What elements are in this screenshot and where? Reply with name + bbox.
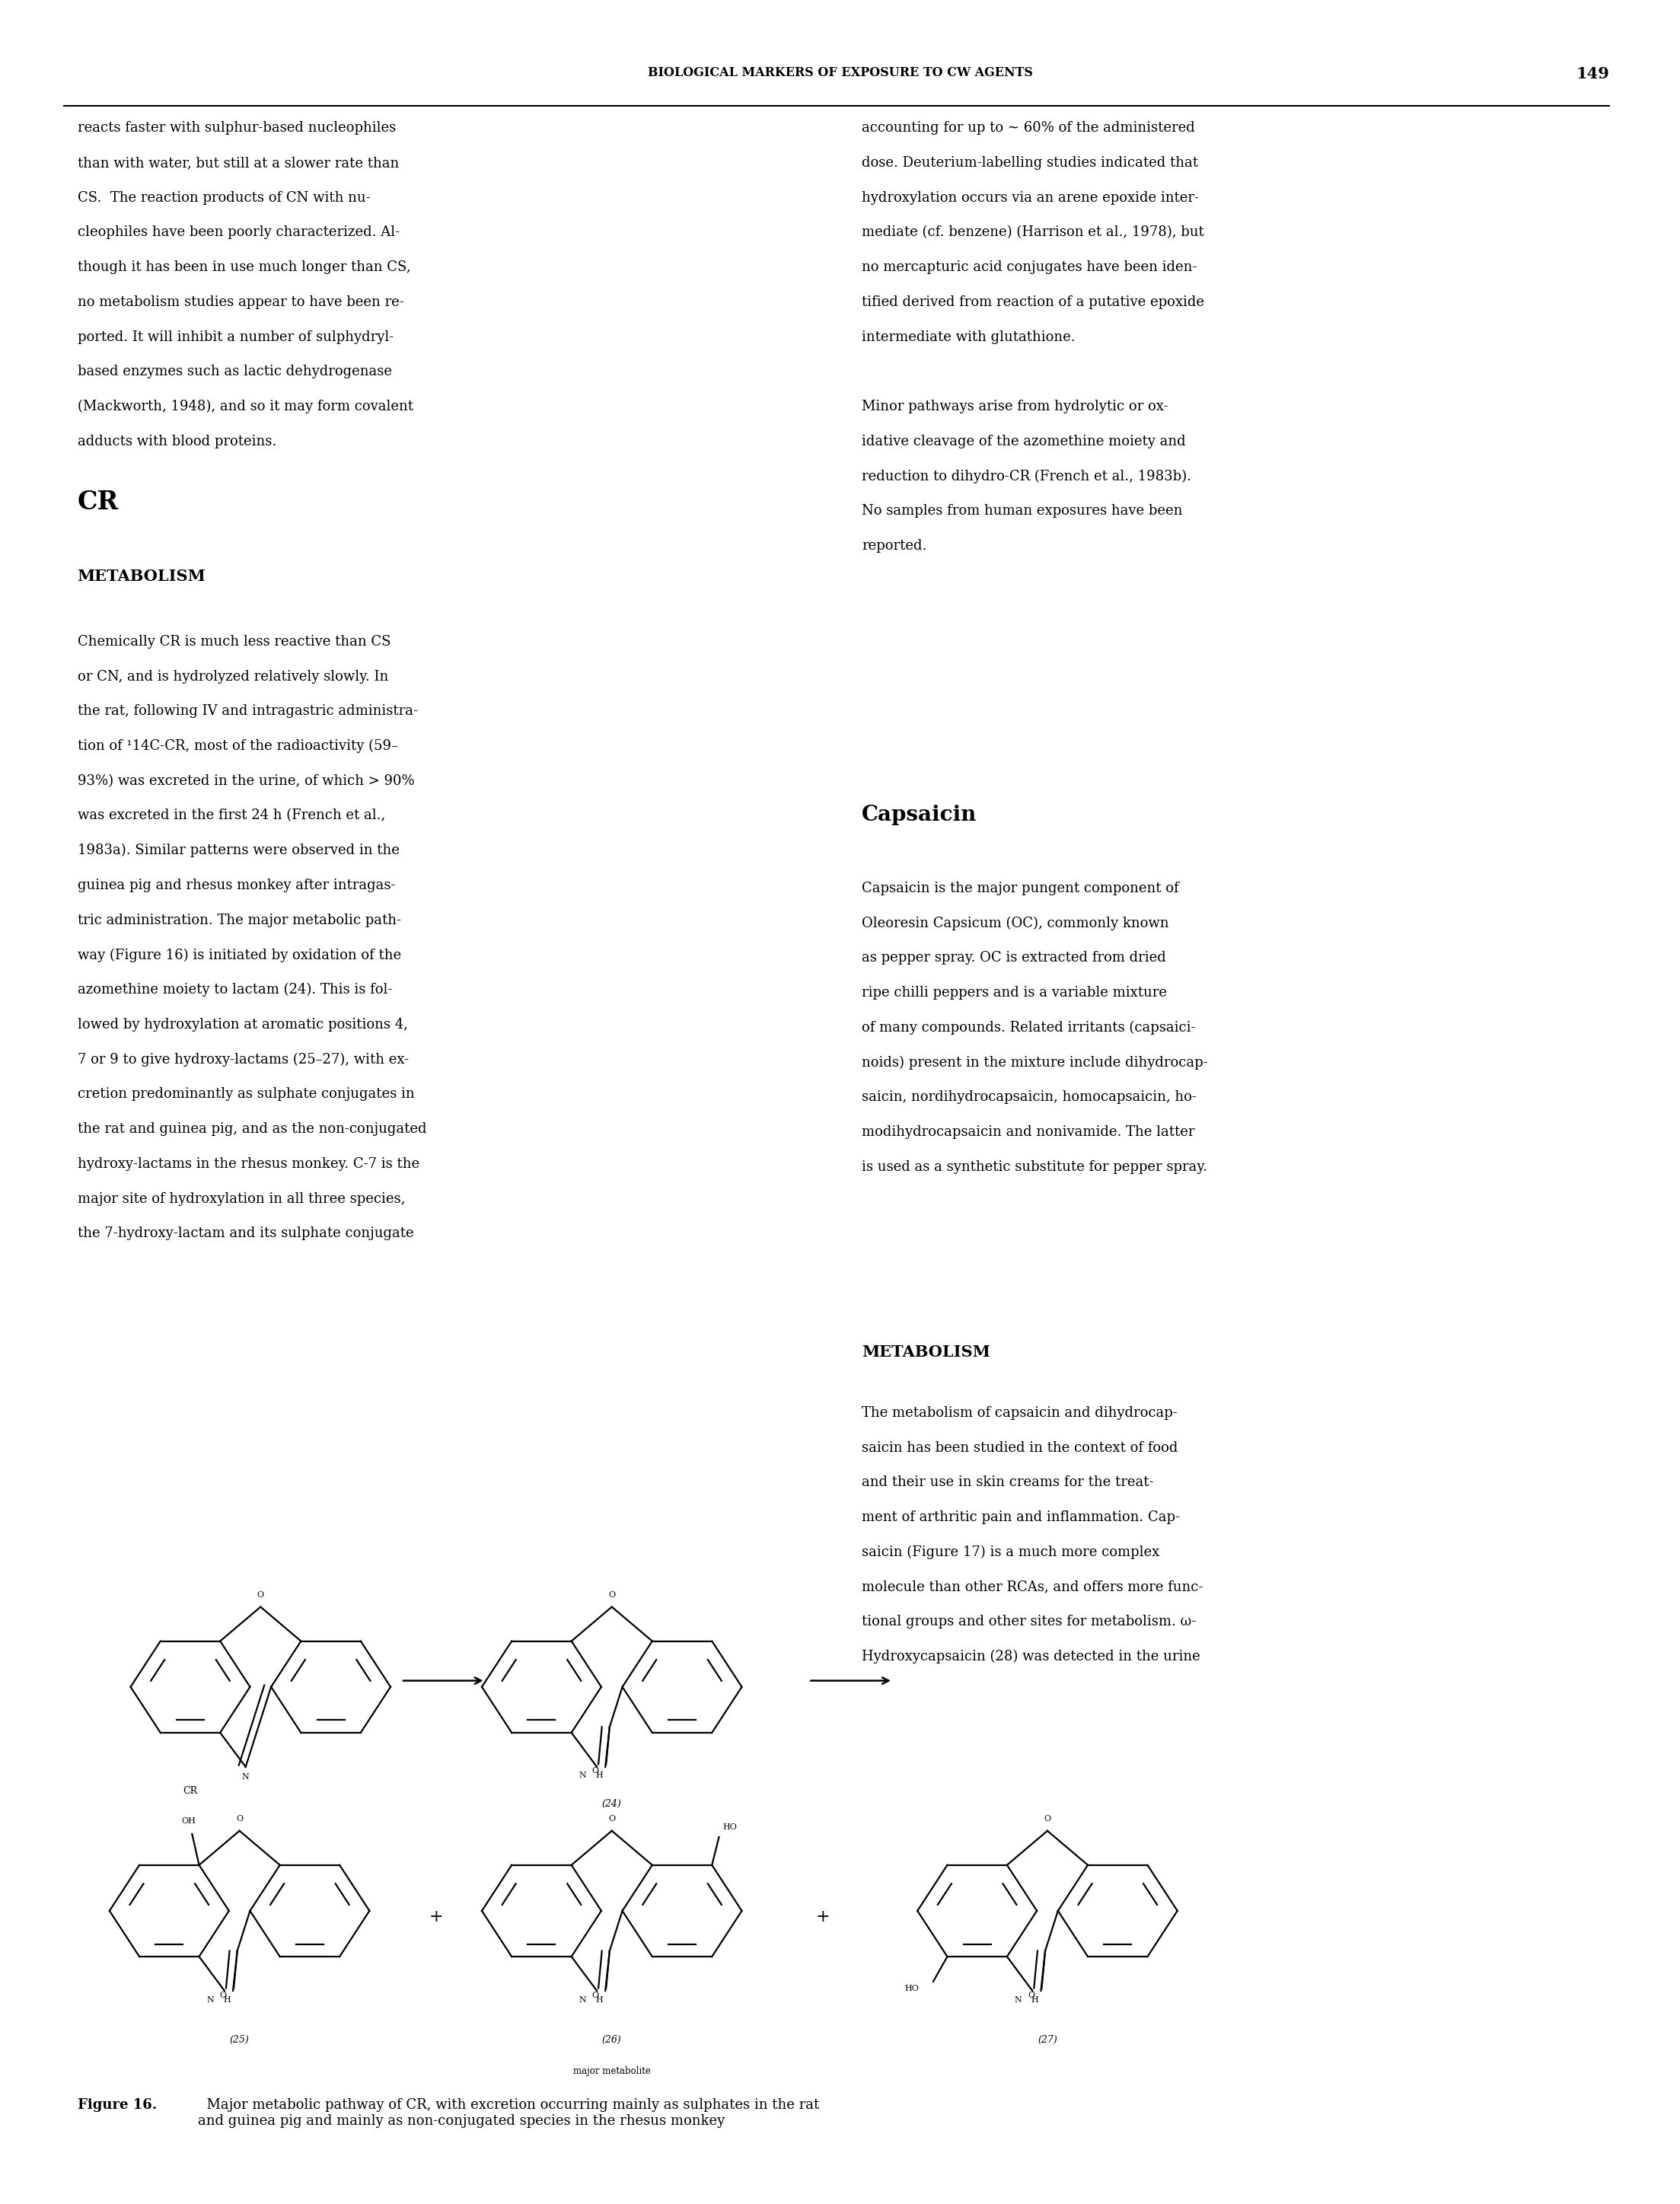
Text: guinea pig and rhesus monkey after intragas-: guinea pig and rhesus monkey after intra… xyxy=(77,879,395,893)
Text: dose. Deuterium-labelling studies indicated that: dose. Deuterium-labelling studies indica… xyxy=(862,156,1198,170)
Text: tric administration. The major metabolic path-: tric administration. The major metabolic… xyxy=(77,912,402,928)
Text: O: O xyxy=(1043,1816,1052,1823)
Text: 7 or 9 to give hydroxy-lactams (25–27), with ex-: 7 or 9 to give hydroxy-lactams (25–27), … xyxy=(77,1054,408,1067)
Text: saicin, nordihydrocapsaicin, homocapsaicin, ho-: saicin, nordihydrocapsaicin, homocapsaic… xyxy=(862,1091,1196,1104)
Text: METABOLISM: METABOLISM xyxy=(77,569,205,584)
Text: the rat, following IV and intragastric administra-: the rat, following IV and intragastric a… xyxy=(77,705,418,719)
Text: 1983a). Similar patterns were observed in the: 1983a). Similar patterns were observed i… xyxy=(77,844,400,857)
Text: adducts with blood proteins.: adducts with blood proteins. xyxy=(77,434,276,447)
Text: N: N xyxy=(1015,1997,1021,2003)
Text: O: O xyxy=(608,1816,615,1823)
Text: tion of ¹14C-CR, most of the radioactivity (59–: tion of ¹14C-CR, most of the radioactivi… xyxy=(77,738,398,754)
Text: molecule than other RCAs, and offers more func-: molecule than other RCAs, and offers mor… xyxy=(862,1580,1203,1593)
Text: no mercapturic acid conjugates have been iden-: no mercapturic acid conjugates have been… xyxy=(862,260,1198,273)
Text: is used as a synthetic substitute for pepper spray.: is used as a synthetic substitute for pe… xyxy=(862,1159,1208,1175)
Text: O: O xyxy=(608,1591,615,1598)
Text: Chemically CR is much less reactive than CS: Chemically CR is much less reactive than… xyxy=(77,635,390,648)
Text: CS.  The reaction products of CN with nu-: CS. The reaction products of CN with nu- xyxy=(77,192,370,205)
Text: modihydrocapsaicin and nonivamide. The latter: modihydrocapsaicin and nonivamide. The l… xyxy=(862,1126,1194,1139)
Text: though it has been in use much longer than CS,: though it has been in use much longer th… xyxy=(77,260,410,273)
Text: O: O xyxy=(1028,1990,1035,1999)
Text: or CN, and is hydrolyzed relatively slowly. In: or CN, and is hydrolyzed relatively slow… xyxy=(77,670,388,683)
Text: ported. It will inhibit a number of sulphydryl-: ported. It will inhibit a number of sulp… xyxy=(77,331,393,344)
Text: O: O xyxy=(591,1990,600,1999)
Text: cretion predominantly as sulphate conjugates in: cretion predominantly as sulphate conjug… xyxy=(77,1087,415,1102)
Text: intermediate with glutathione.: intermediate with glutathione. xyxy=(862,331,1075,344)
Text: noids) present in the mixture include dihydrocap-: noids) present in the mixture include di… xyxy=(862,1056,1208,1069)
Text: accounting for up to ∼ 60% of the administered: accounting for up to ∼ 60% of the admini… xyxy=(862,121,1194,134)
Text: Capsaicin is the major pungent component of: Capsaicin is the major pungent component… xyxy=(862,882,1179,895)
Text: Figure 16.: Figure 16. xyxy=(77,2098,156,2111)
Text: Capsaicin: Capsaicin xyxy=(862,804,978,824)
Text: 149: 149 xyxy=(1576,66,1609,82)
Text: saicin has been studied in the context of food: saicin has been studied in the context o… xyxy=(862,1441,1178,1455)
Text: saicin (Figure 17) is a much more complex: saicin (Figure 17) is a much more comple… xyxy=(862,1545,1159,1560)
Text: idative cleavage of the azomethine moiety and: idative cleavage of the azomethine moiet… xyxy=(862,434,1186,447)
Text: N: N xyxy=(242,1772,249,1781)
Text: reported.: reported. xyxy=(862,540,927,553)
Text: way (Figure 16) is initiated by oxidation of the: way (Figure 16) is initiated by oxidatio… xyxy=(77,948,402,963)
Text: (26): (26) xyxy=(601,2034,622,2045)
Text: The metabolism of capsaicin and dihydrocap-: The metabolism of capsaicin and dihydroc… xyxy=(862,1406,1178,1419)
Text: N: N xyxy=(580,1772,586,1779)
Text: tional groups and other sites for metabolism. ω-: tional groups and other sites for metabo… xyxy=(862,1616,1196,1629)
Text: O: O xyxy=(591,1768,600,1774)
Text: as pepper spray. OC is extracted from dried: as pepper spray. OC is extracted from dr… xyxy=(862,952,1166,965)
Text: major site of hydroxylation in all three species,: major site of hydroxylation in all three… xyxy=(77,1192,405,1206)
Text: (24): (24) xyxy=(601,1798,622,1809)
Text: lowed by hydroxylation at aromatic positions 4,: lowed by hydroxylation at aromatic posit… xyxy=(77,1018,408,1031)
Text: (Mackworth, 1948), and so it may form covalent: (Mackworth, 1948), and so it may form co… xyxy=(77,399,413,414)
Text: Oleoresin Capsicum (OC), commonly known: Oleoresin Capsicum (OC), commonly known xyxy=(862,917,1169,930)
Text: the rat and guinea pig, and as the non-conjugated: the rat and guinea pig, and as the non-c… xyxy=(77,1122,427,1135)
Text: N: N xyxy=(207,1997,213,2003)
Text: Hydroxycapsaicin (28) was detected in the urine: Hydroxycapsaicin (28) was detected in th… xyxy=(862,1651,1201,1664)
Text: of many compounds. Related irritants (capsaici-: of many compounds. Related irritants (ca… xyxy=(862,1020,1196,1036)
Text: cleophiles have been poorly characterized. Al-: cleophiles have been poorly characterize… xyxy=(77,225,400,240)
Text: ment of arthritic pain and inflammation. Cap-: ment of arthritic pain and inflammation.… xyxy=(862,1510,1179,1525)
Text: O: O xyxy=(220,1990,227,1999)
Text: mediate (cf. benzene) (Harrison et al., 1978), but: mediate (cf. benzene) (Harrison et al., … xyxy=(862,225,1205,240)
Text: was excreted in the first 24 h (French et al.,: was excreted in the first 24 h (French e… xyxy=(77,809,385,822)
Text: than with water, but still at a slower rate than: than with water, but still at a slower r… xyxy=(77,156,398,170)
Text: tified derived from reaction of a putative epoxide: tified derived from reaction of a putati… xyxy=(862,295,1205,309)
Text: O: O xyxy=(235,1816,244,1823)
Text: based enzymes such as lactic dehydrogenase: based enzymes such as lactic dehydrogena… xyxy=(77,366,391,379)
Text: No samples from human exposures have been: No samples from human exposures have bee… xyxy=(862,505,1183,518)
Text: and their use in skin creams for the treat-: and their use in skin creams for the tre… xyxy=(862,1477,1154,1490)
Text: OH: OH xyxy=(181,1816,197,1825)
Text: +: + xyxy=(815,1909,830,1926)
Text: 93%) was excreted in the urine, of which > 90%: 93%) was excreted in the urine, of which… xyxy=(77,774,415,787)
Text: hydroxylation occurs via an arene epoxide inter-: hydroxylation occurs via an arene epoxid… xyxy=(862,192,1200,205)
Text: HO: HO xyxy=(906,1984,919,1992)
Text: H: H xyxy=(1032,1997,1038,2003)
Text: the 7-hydroxy-lactam and its sulphate conjugate: the 7-hydroxy-lactam and its sulphate co… xyxy=(77,1228,413,1241)
Text: +: + xyxy=(428,1909,444,1926)
Text: N: N xyxy=(580,1997,586,2003)
Text: METABOLISM: METABOLISM xyxy=(862,1344,990,1360)
Text: azomethine moiety to lactam (24). This is fol-: azomethine moiety to lactam (24). This i… xyxy=(77,983,391,996)
Text: ripe chilli peppers and is a variable mixture: ripe chilli peppers and is a variable mi… xyxy=(862,985,1168,1001)
Text: H: H xyxy=(595,1997,603,2003)
Text: major metabolite: major metabolite xyxy=(573,2067,650,2076)
Text: reacts faster with sulphur-based nucleophiles: reacts faster with sulphur-based nucleop… xyxy=(77,121,396,134)
Text: (27): (27) xyxy=(1038,2034,1057,2045)
Text: hydroxy-lactams in the rhesus monkey. C-7 is the: hydroxy-lactams in the rhesus monkey. C-… xyxy=(77,1157,420,1170)
Text: BIOLOGICAL MARKERS OF EXPOSURE TO CW AGENTS: BIOLOGICAL MARKERS OF EXPOSURE TO CW AGE… xyxy=(647,66,1033,79)
Text: H: H xyxy=(223,1997,230,2003)
Text: HO: HO xyxy=(722,1823,738,1832)
Text: CR: CR xyxy=(77,489,119,514)
Text: Minor pathways arise from hydrolytic or ox-: Minor pathways arise from hydrolytic or … xyxy=(862,399,1168,414)
Text: (25): (25) xyxy=(230,2034,249,2045)
Text: H: H xyxy=(595,1772,603,1779)
Text: no metabolism studies appear to have been re-: no metabolism studies appear to have bee… xyxy=(77,295,403,309)
Text: CR: CR xyxy=(183,1787,198,1796)
Text: reduction to dihydro-CR (French et al., 1983b).: reduction to dihydro-CR (French et al., … xyxy=(862,469,1191,483)
Text: Major metabolic pathway of CR, with excretion occurring mainly as sulphates in t: Major metabolic pathway of CR, with excr… xyxy=(198,2098,820,2127)
Text: O: O xyxy=(257,1591,264,1598)
